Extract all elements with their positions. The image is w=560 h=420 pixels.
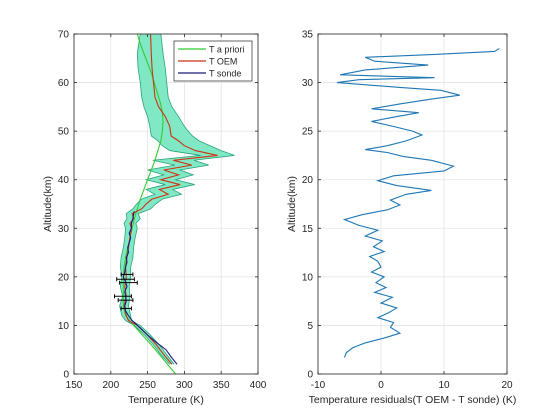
axes-frame [317,33,508,375]
y-tick-label: 25 [302,127,314,138]
y-tick-label: 20 [58,272,70,283]
plot-area [318,34,507,374]
series-line-oem [123,34,218,365]
y-tick-label: 30 [58,224,70,235]
y-tick-label: 0 [63,370,69,381]
legend-label: T a priori [209,45,244,55]
x-tick-label: 10 [438,380,450,391]
legend-label: T sonde [209,69,241,79]
x-tick-label: -10 [311,380,326,391]
band-upper-edge [128,34,235,365]
legend-label: T OEM [209,57,237,67]
y-tick-label: 10 [302,272,314,283]
y-tick-label: 60 [58,78,70,89]
y-tick-label: 40 [58,175,70,186]
plot-content [336,48,500,358]
y-axis-label: Altitude(km) [286,176,298,232]
x-tick-label: 20 [501,380,513,391]
x-axis-label: Temperature (K) [128,394,204,406]
y-tick-label: 15 [302,224,314,235]
x-tick-label: 150 [66,380,83,391]
y-tick-label: 30 [302,78,314,89]
x-axis-label: Temperature residuals(T OEM - T sonde) (… [309,394,517,406]
legend: T a priori T OEM T sonde [173,40,253,82]
sonde-error-bar [119,280,138,285]
x-tick-label: 350 [213,380,230,391]
band-lower-edge [119,34,201,365]
sonde-error-bar [116,277,135,282]
sonde-error-bar [120,272,134,277]
y-tick-label: 35 [302,30,314,41]
series-line-residual [336,48,500,358]
y-tick-label: 10 [58,321,70,332]
sonde-error-bar [117,298,134,303]
uncertainty-band [119,34,235,365]
x-tick-label: 300 [176,380,193,391]
axes-frame [73,33,259,375]
x-tick-label: 200 [102,380,119,391]
y-tick-label: 0 [307,370,313,381]
sonde-error-bar [120,306,132,311]
y-tick-label: 70 [58,30,70,41]
sonde-error-bar [113,294,132,299]
x-tick-label: 400 [250,380,267,391]
plot-content [113,34,235,374]
y-tick-label: 20 [302,175,314,186]
y-tick-label: 50 [58,127,70,138]
x-tick-label: 250 [139,380,156,391]
y-axis-label: Altitude(km) [42,176,54,232]
y-tick-label: 5 [307,321,313,332]
x-tick-label: 0 [378,380,384,391]
